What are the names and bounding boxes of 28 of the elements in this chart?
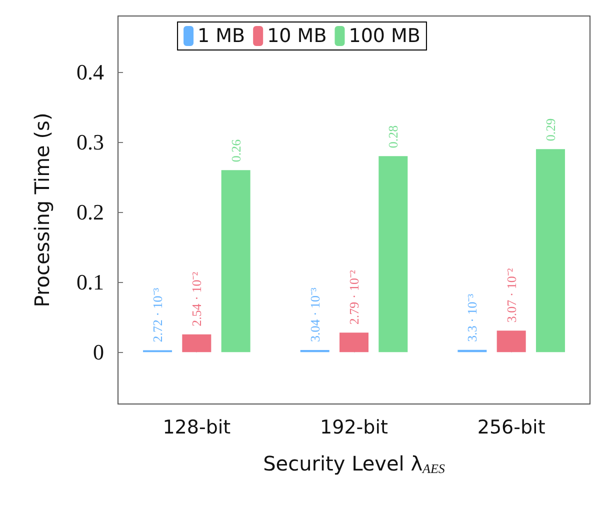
x-tick-label: 192-bit bbox=[320, 416, 388, 438]
legend-label: 1 MB bbox=[198, 25, 246, 47]
y-tick-label: 0.1 bbox=[76, 270, 104, 295]
x-tick-label: 256-bit bbox=[477, 416, 546, 438]
bar bbox=[182, 334, 212, 352]
data-label: 3.04 · 10⁻³ bbox=[307, 287, 322, 342]
data-label: 2.79 · 10⁻² bbox=[346, 270, 362, 325]
x-tick-label: 128-bit bbox=[162, 416, 231, 438]
legend-label: 100 MB bbox=[348, 25, 420, 47]
data-label: 0.29 bbox=[542, 118, 558, 142]
y-axis-title: Processing Time (s) bbox=[30, 112, 54, 308]
y-tick-label: 0.3 bbox=[76, 130, 104, 155]
bar bbox=[221, 170, 250, 352]
bar bbox=[496, 330, 526, 352]
y-tick-label: 0.2 bbox=[76, 200, 104, 225]
y-tick-label: 0 bbox=[93, 340, 104, 365]
x-axis-title: Security Level λAES bbox=[263, 452, 446, 476]
data-label: 3.07 · 10⁻² bbox=[504, 268, 519, 323]
data-label: 2.72 · 10⁻³ bbox=[150, 288, 166, 342]
bar bbox=[340, 332, 368, 352]
data-label: 2.54 · 10⁻² bbox=[189, 272, 204, 326]
y-tick-label: 0.4 bbox=[76, 60, 104, 85]
data-label: 0.26 bbox=[228, 138, 244, 162]
bar bbox=[536, 149, 565, 352]
data-label: 3.3 · 10⁻³ bbox=[464, 294, 480, 342]
legend-label: 10 MB bbox=[267, 25, 327, 47]
bar bbox=[378, 156, 408, 352]
data-label: 0.28 bbox=[386, 125, 401, 148]
